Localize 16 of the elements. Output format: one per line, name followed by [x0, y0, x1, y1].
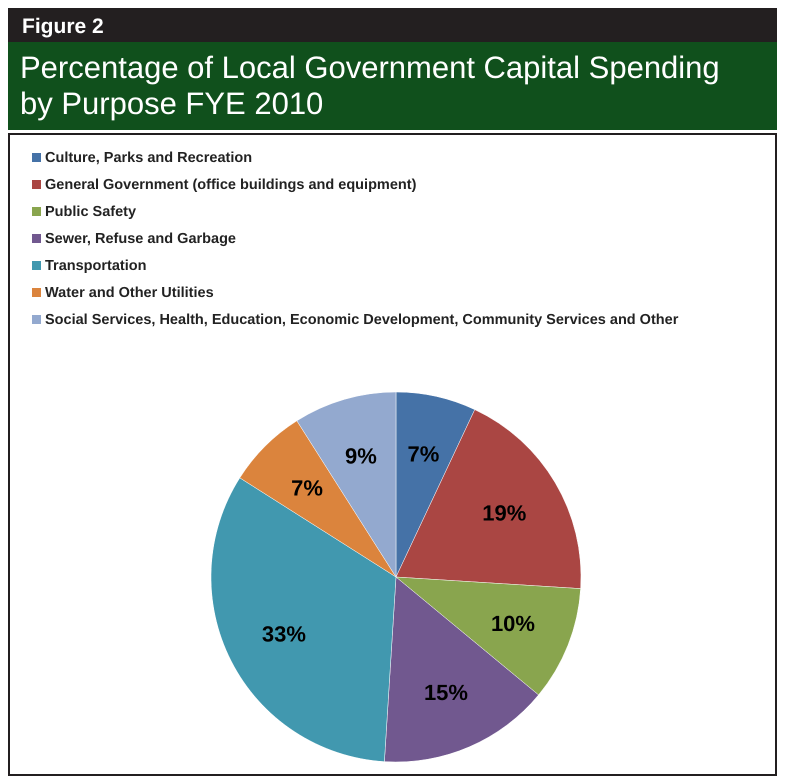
- legend-label: General Government (office buildings and equipment): [45, 177, 417, 193]
- data-label: 9%: [345, 444, 377, 469]
- legend-label: Water and Other Utilities: [45, 285, 214, 301]
- data-label: 15%: [424, 680, 468, 705]
- data-label: 10%: [490, 610, 535, 636]
- legend-label: Public Safety: [45, 204, 136, 220]
- data-label: 33%: [262, 622, 306, 647]
- data-label: 19%: [482, 500, 526, 526]
- legend-label: Culture, Parks and Recreation: [45, 150, 252, 166]
- data-label: 7%: [408, 442, 440, 467]
- chart-title: Percentage of Local Government Capital Spending by Purpose FYE 2010: [20, 50, 720, 121]
- legend-label: Social Services, Health, Education, Economic Development, Community Services and Other: [45, 312, 679, 328]
- data-label: 7%: [291, 476, 323, 501]
- legend-label: Transportation: [45, 258, 147, 274]
- legend-label: Sewer, Refuse and Garbage: [45, 231, 236, 247]
- caption: Figure 2: [22, 15, 104, 38]
